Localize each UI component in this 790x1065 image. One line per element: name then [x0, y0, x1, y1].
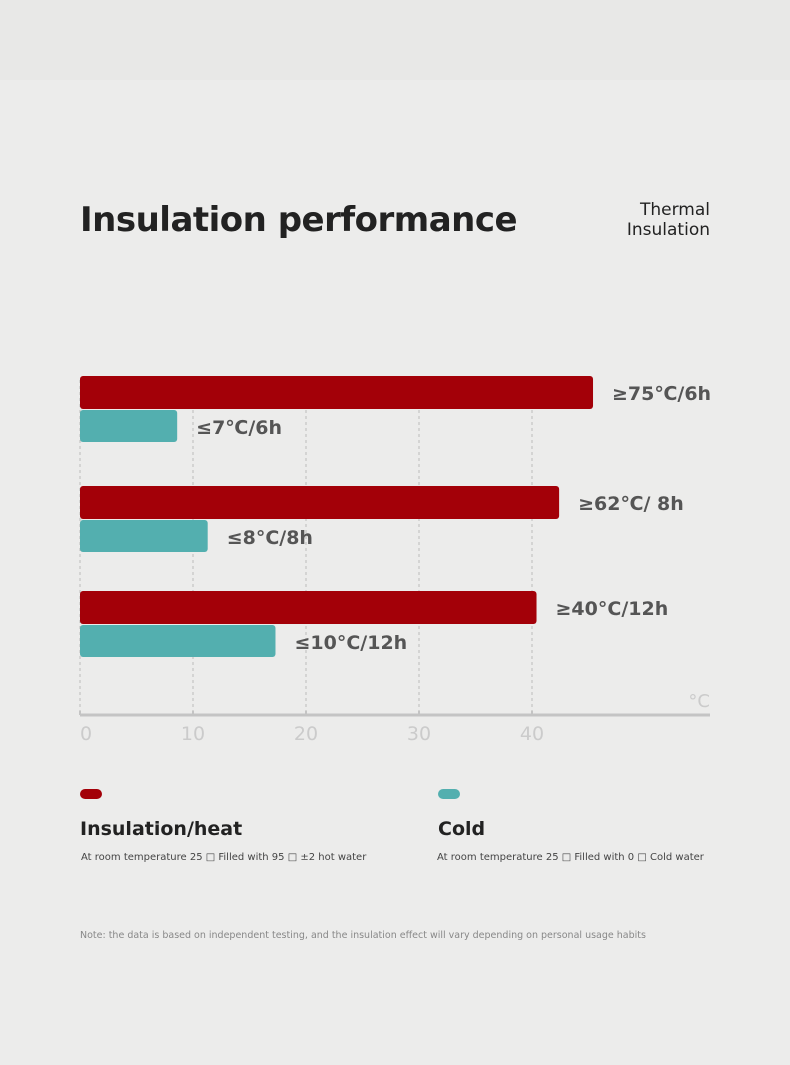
tick-label: 20 — [294, 723, 318, 745]
cold-bar — [80, 625, 276, 657]
insulation-chart: 0 10 20 30 40 °C ≥75℃/6h ≤7℃/6h ≥62℃/ 8h ≤8°C/8h ≥… — [79, 376, 711, 745]
subtitle: Thermal Insulation — [510, 200, 710, 240]
background-panel — [0, 80, 790, 1065]
subtitle-line-1: Thermal — [639, 200, 710, 220]
cold-data-label: ≤10°C/12h — [294, 632, 407, 654]
heat-bar — [80, 376, 594, 409]
cold-bar — [80, 410, 178, 442]
unit-label: °C — [688, 691, 710, 712]
subtitle-line-2: Insulation — [626, 220, 710, 240]
page-title: Insulation performance — [80, 200, 518, 240]
cold-data-label: ≤7℃/6h — [196, 417, 282, 439]
tick-label: 0 — [80, 723, 92, 745]
heat-bar — [80, 486, 560, 519]
legend-cold-swatch — [438, 789, 460, 799]
legend-heat-desc: At room temperature 25 □ Filled with 95 … — [81, 852, 367, 863]
legend-cold-title: Cold — [438, 818, 486, 840]
footnote: Note: the data is based on independent t… — [80, 930, 646, 941]
legend-cold-desc: At room temperature 25 □ Filled with 0 □… — [437, 852, 704, 863]
heat-bar — [80, 591, 537, 624]
legend-heat-swatch — [80, 789, 102, 799]
heat-data-label: ≥62℃/ 8h — [578, 493, 684, 515]
heat-data-label: ≥75℃/6h — [612, 383, 711, 405]
heat-data-label: ≥40°C/12h — [556, 598, 669, 620]
legend-heat-title: Insulation/heat — [80, 818, 243, 840]
tick-label: 40 — [520, 723, 544, 745]
cold-bar — [80, 520, 208, 552]
cold-data-label: ≤8°C/8h — [227, 527, 313, 549]
tick-label: 10 — [181, 723, 205, 745]
tick-label: 30 — [407, 723, 431, 745]
